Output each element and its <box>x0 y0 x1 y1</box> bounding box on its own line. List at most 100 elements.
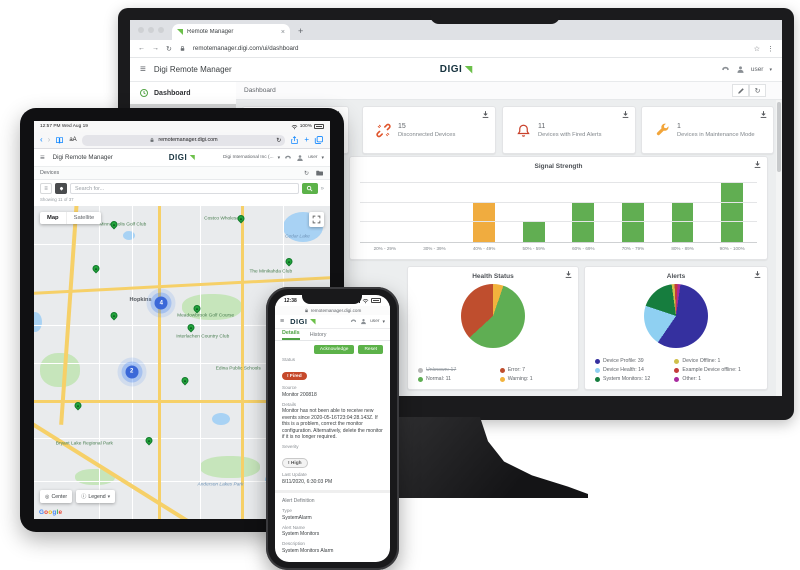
chevron-down-icon[interactable]: ▾ <box>769 66 772 73</box>
support-phone-icon[interactable] <box>721 65 730 74</box>
download-icon[interactable] <box>759 110 768 119</box>
close-icon[interactable]: × <box>280 28 285 36</box>
address-bar[interactable]: remotemanager.digi.com ↻ <box>81 134 286 146</box>
edit-dashboard-button[interactable] <box>732 84 749 97</box>
tabs-icon[interactable] <box>314 135 324 145</box>
legend-item[interactable]: Normal: 11 <box>418 376 496 382</box>
bookmarks-icon[interactable] <box>55 136 64 145</box>
browser-tab-strip: Remote Manager × + <box>130 20 782 40</box>
map-label: Edina Public Schools <box>215 366 261 372</box>
menu-icon[interactable]: ≡ <box>40 152 45 162</box>
device-pin-icon[interactable] <box>180 375 190 386</box>
field-type: Type SystemAlarm <box>282 508 383 521</box>
menu-icon[interactable]: ≡ <box>140 63 146 75</box>
legend-item[interactable]: Device Profile: 39 <box>595 358 670 364</box>
window-control-icon[interactable] <box>148 27 154 33</box>
bar-40% - 49%[interactable] <box>473 202 495 242</box>
sidebar-item-dashboard[interactable]: Dashboard <box>130 82 236 104</box>
device-pin-icon[interactable] <box>283 257 294 267</box>
alerts-pie[interactable] <box>644 284 708 348</box>
download-icon[interactable] <box>564 270 573 279</box>
bookmark-star-icon[interactable]: ☆ <box>753 45 760 53</box>
legend-item[interactable]: System Monitors: 12 <box>595 376 670 382</box>
legend-item[interactable]: Device Health: 14 <box>595 367 670 373</box>
reset-button[interactable]: Reset <box>358 345 383 354</box>
chevron-down-icon[interactable]: ▾ <box>321 154 324 161</box>
legend-item[interactable]: Other: 1 <box>674 376 761 382</box>
legend-item[interactable]: Unknown: 17 <box>418 367 496 373</box>
browser-tab[interactable]: Remote Manager × <box>172 24 290 40</box>
support-phone-icon[interactable] <box>350 318 357 325</box>
back-icon[interactable]: ‹ <box>40 135 43 144</box>
device-cluster[interactable]: 4 <box>154 296 168 310</box>
more-filters-icon[interactable]: » <box>320 185 324 192</box>
device-cluster[interactable]: 2 <box>125 365 139 379</box>
bar-60% - 69%[interactable] <box>572 202 595 242</box>
acknowledge-button[interactable]: Acknowledge <box>313 345 355 354</box>
share-icon[interactable] <box>290 135 299 145</box>
device-pin-icon[interactable] <box>236 213 247 224</box>
refresh-icon[interactable]: ↻ <box>166 45 172 53</box>
search-button[interactable] <box>301 183 318 194</box>
user-menu[interactable]: user <box>750 66 764 73</box>
org-selector[interactable]: Digi International Inc (... <box>222 155 274 160</box>
map-view-button[interactable] <box>55 183 67 194</box>
download-icon[interactable] <box>481 110 490 119</box>
new-tab-button[interactable]: + <box>298 26 304 36</box>
tab-details[interactable]: Details <box>282 330 300 340</box>
chevron-down-icon[interactable]: ▾ <box>277 154 281 161</box>
legend-item[interactable]: Warning: 1 <box>499 376 572 382</box>
health-status-pie[interactable] <box>461 284 525 348</box>
bar-90% - 100%[interactable] <box>721 182 744 242</box>
satellite-button[interactable]: Satellite <box>65 212 102 224</box>
new-tab-icon[interactable]: + <box>304 135 309 144</box>
forward-icon[interactable]: › <box>47 135 51 144</box>
bar-70% - 79%[interactable] <box>622 202 644 242</box>
bar-80% - 89%[interactable] <box>671 202 694 242</box>
window-control-icon[interactable] <box>138 27 144 33</box>
legend-button[interactable]: ⓘ Legend ▾ <box>76 490 116 503</box>
refresh-icon[interactable]: ↻ <box>303 170 309 177</box>
download-icon[interactable] <box>753 270 762 279</box>
folder-icon[interactable] <box>315 169 324 177</box>
download-icon[interactable] <box>753 160 762 169</box>
field-last-update: Last Update 8/11/2020, 6:30:03 PM <box>282 472 383 485</box>
device-pin-icon[interactable] <box>108 219 119 230</box>
menu-icon[interactable]: ≡ <box>280 318 285 325</box>
user-icon[interactable] <box>296 154 304 162</box>
user-icon[interactable] <box>736 65 745 74</box>
device-pin-icon[interactable] <box>108 310 119 321</box>
legend-item[interactable]: Error: 7 <box>499 367 572 373</box>
support-phone-icon[interactable] <box>284 154 292 162</box>
user-menu[interactable]: user <box>370 319 380 324</box>
url-text[interactable]: remotemanager.digi.com/ui/dashboard <box>192 45 299 52</box>
search-input[interactable]: Search for... <box>70 183 299 194</box>
tab-history[interactable]: History <box>309 332 327 338</box>
list-view-button[interactable]: ≡ <box>40 183 52 194</box>
window-control-icon[interactable] <box>158 27 164 33</box>
legend-item[interactable]: Device Offline: 1 <box>674 358 761 364</box>
detail-tabs: Details History <box>275 329 390 341</box>
refresh-dashboard-button[interactable]: ↻ <box>749 84 766 97</box>
address-bar[interactable]: remotemanager.digi.com <box>275 306 390 315</box>
center-button[interactable]: ◎ Center <box>40 490 73 503</box>
legend-label: Warning: 1 <box>507 376 533 382</box>
browser-menu-icon[interactable]: ⋮ <box>767 45 774 53</box>
bar-50% - 59%[interactable] <box>522 222 545 242</box>
forward-icon[interactable]: → <box>152 45 159 52</box>
scrollbar[interactable] <box>776 100 782 396</box>
legend-item[interactable]: Example Device offline: 1 <box>674 367 761 373</box>
download-icon[interactable] <box>621 110 630 119</box>
chart-title: Health Status <box>472 273 514 280</box>
user-icon[interactable] <box>360 318 367 325</box>
map-button[interactable]: Map <box>47 215 59 221</box>
user-menu[interactable]: user <box>308 155 318 160</box>
text-size-button[interactable]: aA <box>69 137 77 143</box>
back-icon[interactable]: ← <box>138 45 145 52</box>
legend-label: System Monitors: 12 <box>603 376 651 382</box>
map-highway <box>158 206 162 519</box>
map-label: Cedar Lake <box>285 234 310 240</box>
chevron-down-icon[interactable]: ▾ <box>382 318 385 325</box>
refresh-icon[interactable]: ↻ <box>276 137 282 144</box>
fullscreen-button[interactable] <box>309 212 324 227</box>
